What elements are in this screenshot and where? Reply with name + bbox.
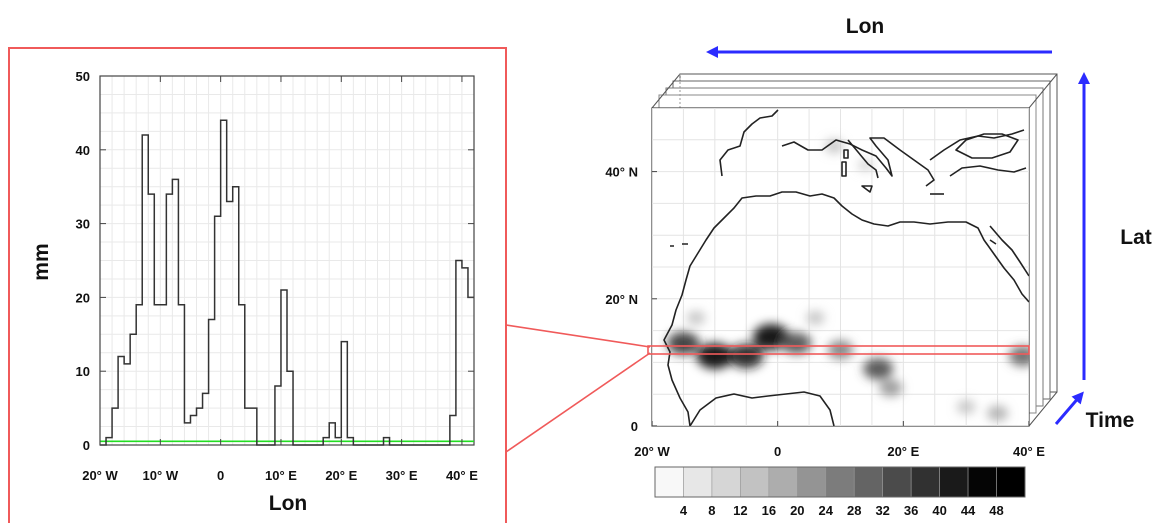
precip-blob [753,324,790,350]
precip-blob [824,139,844,154]
colorbar-label: 48 [989,503,1003,518]
precip-blob [667,331,700,355]
colorbar-swatch [740,466,770,498]
longitude-precip-chart: 0 10 20 30 40 50 20° W 10° W 0 10° E 20° E 30° E 40°… [30,69,478,515]
africa-coast [663,191,1029,426]
axis-ticks: 0 10 20 30 40 50 20° W 10° W 0 10° E 20° E 30° E 40°… [76,69,479,483]
colorbar-label: 4 [680,503,688,518]
precip-blob [806,310,825,326]
precip-blob [956,399,976,415]
colorbar-label: 20 [790,503,804,518]
connector-top [505,324,651,348]
time-arrow [1054,391,1084,425]
y-tick-label: 30 [76,217,90,232]
y-tick-label: 50 [76,69,90,84]
colorbar-label: 40 [932,503,946,518]
y-tick-label: 10 [76,364,90,379]
precip-blob [857,158,874,172]
map-y-tick-label: 0 [631,419,638,434]
series-step-line [100,119,474,446]
precip-blob [879,379,903,397]
precip-blob [781,332,812,355]
precip-blob [686,310,706,326]
coastline [663,109,1029,426]
map-y-tick-label: 40° N [605,165,638,180]
x-tick-label: 20° W [82,468,118,483]
gulf-guinea-coast [689,391,835,426]
chart-grid [99,75,475,446]
y-tick-label: 0 [83,438,90,453]
y-tick-label: 20 [76,290,90,305]
x-tick-label: 0 [217,468,224,483]
precip-blob [987,405,1009,422]
colorbar-label: 36 [904,503,918,518]
lat-arrow-label: Lat [1120,226,1152,249]
colorbar-swatch [683,466,713,498]
colorbar-swatch [967,466,997,498]
colorbar-swatch [853,466,883,498]
connector-bottom [505,352,651,453]
italy [847,139,879,179]
arabia-coast [989,225,1029,277]
x-tick-label: 20° E [325,468,357,483]
precip-blob [827,340,854,359]
map-grid [652,108,1029,426]
x-tick-label: 10° W [143,468,179,483]
x-tick-label: 10° E [265,468,297,483]
x-axis-label: Lon [269,492,307,515]
plot-frame [99,75,475,446]
madagascar-dot [989,239,997,245]
precip-blobs [667,139,1029,422]
anatolia [949,165,1027,177]
precip-blob [696,343,734,369]
precip-blob [863,358,894,380]
precip-map: 20° W 0 20° E 40° E 0 20° N 40° N [605,107,1045,459]
map-x-tick-label: 20° W [634,444,670,459]
y-axis-label: mm [30,243,53,280]
colorbar-swatch [711,466,741,498]
colorbar-label: 16 [762,503,776,518]
x-tick-label: 30° E [386,468,418,483]
canaries [670,243,688,247]
x-tick-label: 40° E [446,468,478,483]
map-x-tick-label: 0 [774,444,781,459]
corsica [843,149,849,159]
map-axis-ticks: 20° W 0 20° E 40° E 0 20° N 40° N [605,165,1045,459]
colorbar-swatch [825,466,855,498]
black-sea [955,133,1019,159]
map-x-tick-label: 20° E [887,444,919,459]
colorbar: 4 8 12 16 20 24 28 32 36 40 44 48 [654,466,1026,518]
colorbar-swatch [939,466,969,498]
precip-blob [1008,346,1029,367]
colorbar-swatch [797,466,827,498]
map-x-tick-label: 40° E [1013,444,1045,459]
colorbar-swatch [654,466,684,498]
precip-blob [729,343,764,369]
colorbar-swatch [910,466,940,498]
sicily [861,185,873,193]
colorbar-label: 24 [819,503,834,518]
colorbar-label: 12 [733,503,747,518]
lon-arrow-label: Lon [846,15,884,38]
colorbar-label: 28 [847,503,861,518]
sardinia [841,161,847,177]
map-y-tick-label: 20° N [605,292,638,307]
colorbar-label: 8 [708,503,715,518]
time-arrow-label: Time [1086,409,1135,432]
colorbar-swatch [996,466,1026,498]
colorbar-label: 44 [961,503,976,518]
colorbar-label: 32 [875,503,889,518]
colorbar-swatch [882,466,912,498]
highlighted-lat-band [647,345,1030,355]
y-tick-label: 40 [76,143,90,158]
colorbar-swatch [768,466,798,498]
